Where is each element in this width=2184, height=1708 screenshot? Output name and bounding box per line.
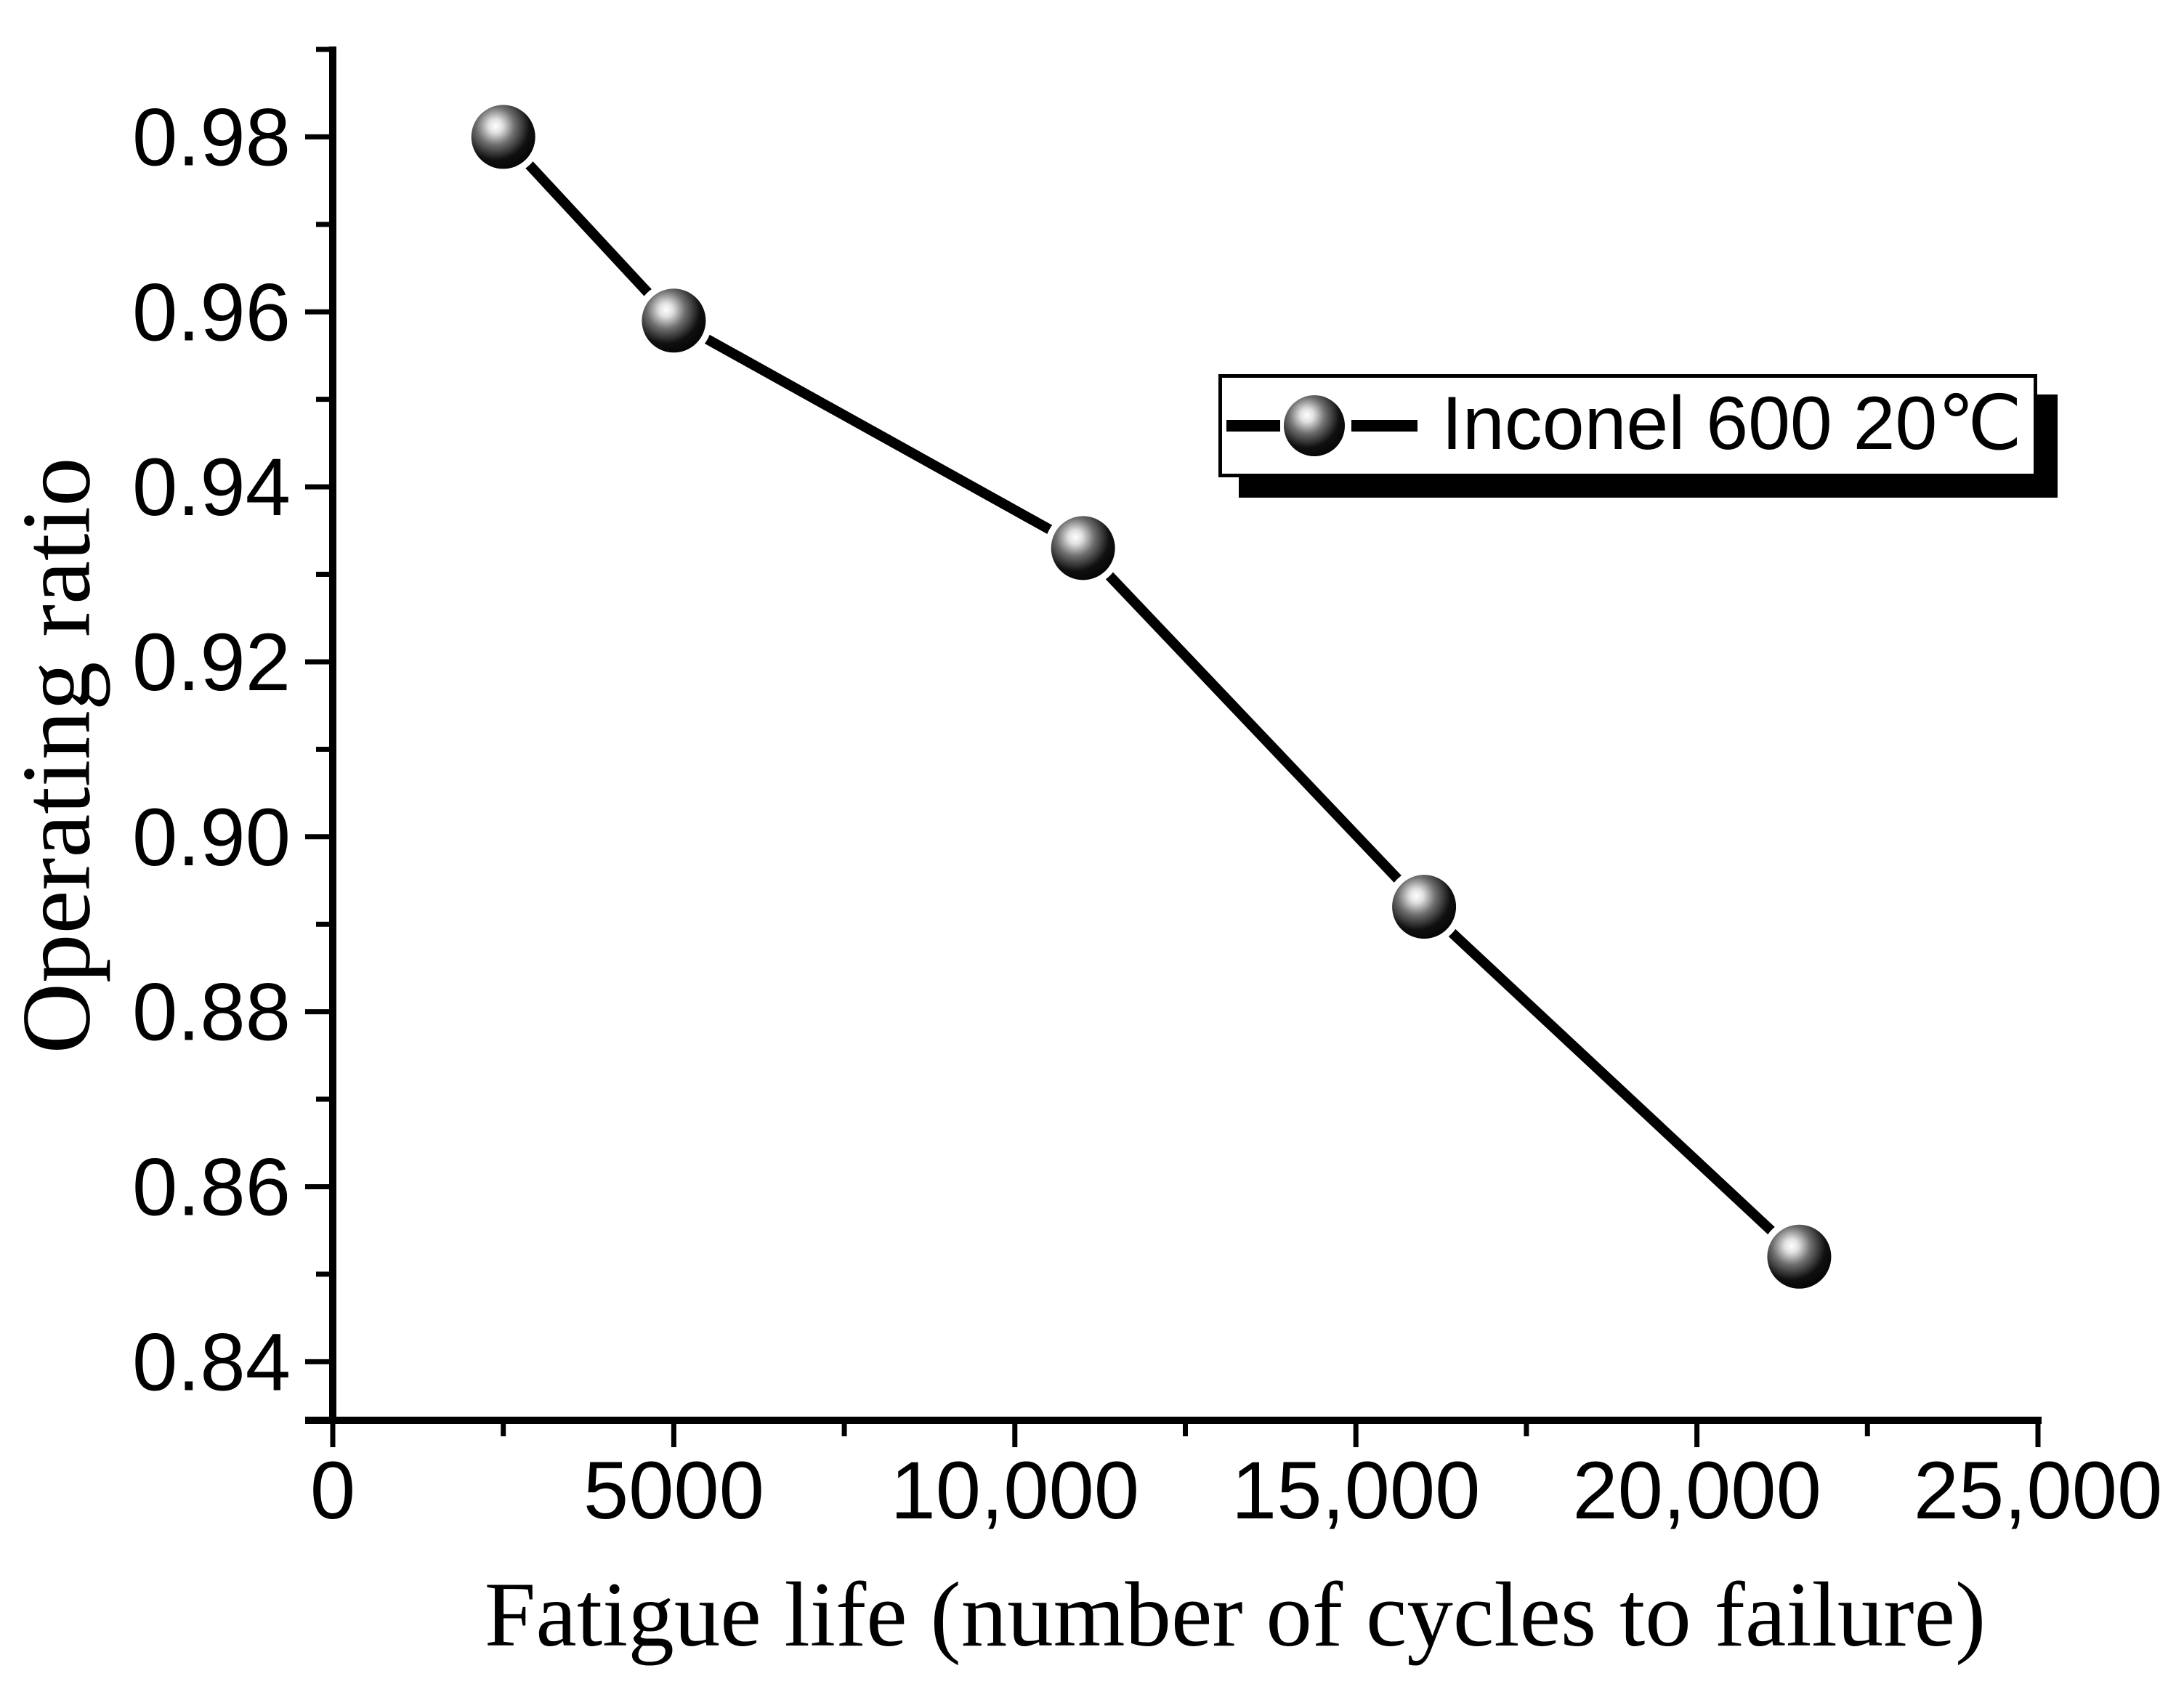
x-axis-title: Fatigue life (number of cycles to failur… (484, 1564, 1986, 1666)
x-tick-label: 20,000 (1572, 1445, 1821, 1536)
x-tick-label: 10,000 (891, 1445, 1140, 1536)
x-tick-label: 0 (310, 1445, 355, 1536)
legend-marker-icon (1226, 395, 1417, 456)
y-tick-label: 0.94 (132, 442, 291, 533)
y-axis-title: Operating ratio (2, 457, 111, 1054)
series-marker (1051, 516, 1115, 580)
series-marker (642, 288, 706, 353)
y-tick-label: 0.92 (132, 617, 291, 708)
y-tick-label: 0.96 (132, 267, 291, 357)
series-marker (1767, 1224, 1832, 1289)
y-tick-label: 0.84 (132, 1316, 291, 1407)
y-tick-label: 0.90 (132, 792, 291, 883)
series-marker (471, 105, 535, 169)
x-tick-label: 25,000 (1914, 1445, 2163, 1536)
series-marker (1392, 875, 1457, 939)
y-tick-label: 0.86 (132, 1141, 291, 1232)
legend-label: Inconel 600 20℃ (1441, 381, 2023, 466)
y-tick-label: 0.98 (132, 92, 291, 182)
legend: Inconel 600 20℃ (1218, 374, 2037, 477)
x-tick-label: 15,000 (1231, 1445, 1481, 1536)
y-tick-label: 0.88 (132, 967, 291, 1058)
x-tick-label: 5000 (583, 1445, 764, 1536)
